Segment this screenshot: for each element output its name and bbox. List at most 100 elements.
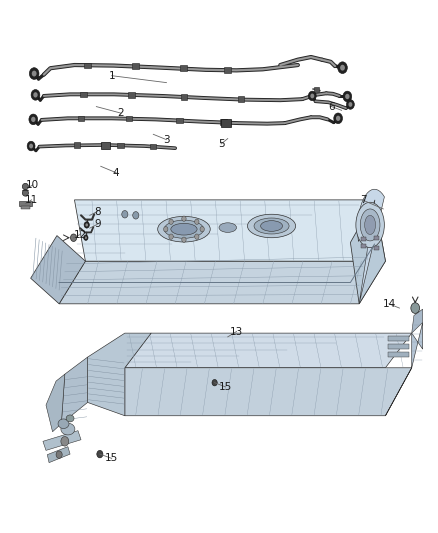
Ellipse shape	[261, 221, 283, 231]
Circle shape	[27, 141, 35, 151]
Text: 9: 9	[94, 220, 101, 229]
Ellipse shape	[61, 423, 75, 435]
Polygon shape	[61, 357, 88, 424]
Bar	[221, 119, 231, 127]
Text: 3: 3	[163, 135, 170, 144]
Polygon shape	[412, 309, 423, 333]
Bar	[176, 118, 183, 123]
Circle shape	[411, 303, 420, 313]
Ellipse shape	[66, 415, 74, 422]
Polygon shape	[350, 200, 385, 304]
Circle shape	[85, 223, 88, 227]
Bar	[21, 206, 30, 209]
Circle shape	[349, 102, 352, 107]
Bar	[238, 96, 244, 102]
Polygon shape	[385, 322, 423, 416]
Text: 15: 15	[219, 382, 232, 392]
Circle shape	[33, 92, 38, 98]
Text: 8: 8	[94, 207, 101, 216]
Bar	[180, 65, 187, 71]
Ellipse shape	[247, 214, 296, 238]
Bar	[224, 67, 231, 72]
Circle shape	[84, 235, 88, 240]
Text: 12: 12	[74, 230, 87, 239]
Circle shape	[212, 379, 217, 386]
Bar	[388, 352, 409, 357]
Bar	[132, 63, 139, 69]
Bar	[128, 92, 134, 98]
Ellipse shape	[356, 203, 385, 247]
Circle shape	[84, 222, 89, 228]
Polygon shape	[88, 333, 151, 416]
Bar	[314, 87, 319, 92]
Circle shape	[61, 437, 69, 446]
Polygon shape	[59, 261, 385, 304]
Circle shape	[169, 219, 173, 224]
Circle shape	[163, 227, 168, 232]
Polygon shape	[358, 189, 385, 304]
Bar	[101, 142, 110, 149]
Text: 6: 6	[328, 102, 335, 111]
Circle shape	[31, 117, 35, 122]
Bar	[150, 144, 156, 149]
Bar	[361, 244, 366, 248]
Ellipse shape	[22, 190, 28, 196]
Bar	[78, 116, 84, 121]
Circle shape	[336, 116, 340, 121]
Circle shape	[32, 71, 36, 76]
Text: 10: 10	[26, 180, 39, 190]
Circle shape	[71, 234, 77, 241]
Bar	[388, 336, 409, 341]
Ellipse shape	[58, 419, 69, 429]
Circle shape	[29, 68, 39, 79]
Circle shape	[340, 65, 345, 70]
Circle shape	[56, 451, 62, 458]
Polygon shape	[74, 200, 385, 261]
Bar	[220, 119, 227, 125]
Text: 1: 1	[108, 71, 115, 80]
Polygon shape	[43, 431, 81, 450]
Bar	[361, 237, 366, 241]
Text: 7: 7	[360, 196, 367, 205]
Ellipse shape	[254, 218, 289, 234]
Circle shape	[200, 227, 205, 232]
Circle shape	[338, 62, 347, 74]
Text: 5: 5	[218, 139, 225, 149]
Circle shape	[308, 91, 316, 101]
Circle shape	[343, 91, 352, 102]
Bar	[84, 63, 91, 68]
Circle shape	[310, 94, 314, 99]
Polygon shape	[125, 333, 412, 368]
Text: 4: 4	[113, 168, 120, 177]
Circle shape	[85, 237, 87, 239]
Ellipse shape	[360, 209, 380, 241]
Ellipse shape	[22, 183, 28, 190]
Circle shape	[133, 212, 139, 219]
Ellipse shape	[219, 223, 237, 232]
Bar	[126, 116, 132, 121]
Text: 14: 14	[382, 299, 396, 309]
Circle shape	[194, 219, 199, 224]
Text: 13: 13	[230, 327, 243, 336]
Circle shape	[31, 90, 40, 100]
Bar	[80, 92, 87, 97]
Polygon shape	[31, 236, 85, 304]
Bar	[19, 201, 32, 206]
Circle shape	[169, 234, 173, 239]
Text: 15: 15	[105, 454, 118, 463]
Text: 11: 11	[25, 195, 38, 205]
Polygon shape	[125, 368, 412, 416]
Ellipse shape	[171, 223, 197, 235]
Bar	[74, 142, 80, 148]
Bar	[388, 344, 409, 349]
Circle shape	[182, 216, 186, 221]
Circle shape	[334, 113, 343, 124]
Circle shape	[194, 234, 199, 239]
Circle shape	[29, 144, 33, 149]
Bar	[374, 246, 379, 250]
Ellipse shape	[364, 215, 376, 235]
Ellipse shape	[158, 216, 210, 242]
Bar	[374, 236, 379, 240]
Polygon shape	[47, 447, 70, 463]
Polygon shape	[46, 374, 65, 432]
